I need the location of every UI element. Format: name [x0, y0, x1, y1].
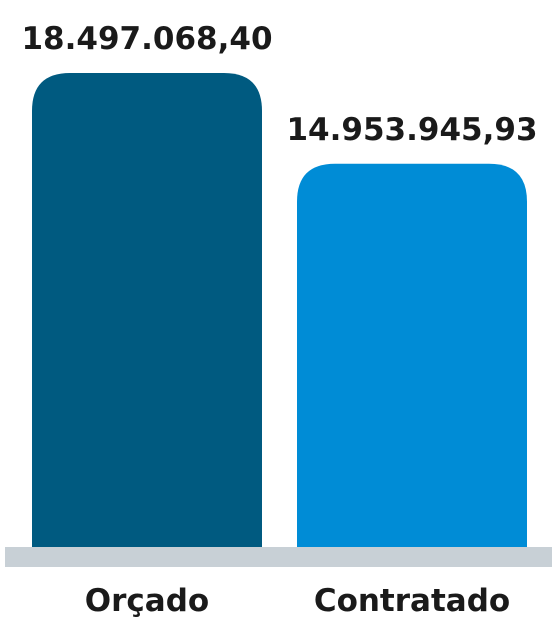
- category-label: Orçado: [85, 583, 209, 617]
- bar-contratado: [297, 163, 527, 548]
- chart-baseline: [5, 547, 552, 567]
- bar-orcado: [32, 73, 262, 547]
- data-label: 14.953.945,93: [286, 112, 537, 148]
- category-label: Contratado: [314, 583, 510, 617]
- data-label: 18.497.068,40: [21, 21, 272, 57]
